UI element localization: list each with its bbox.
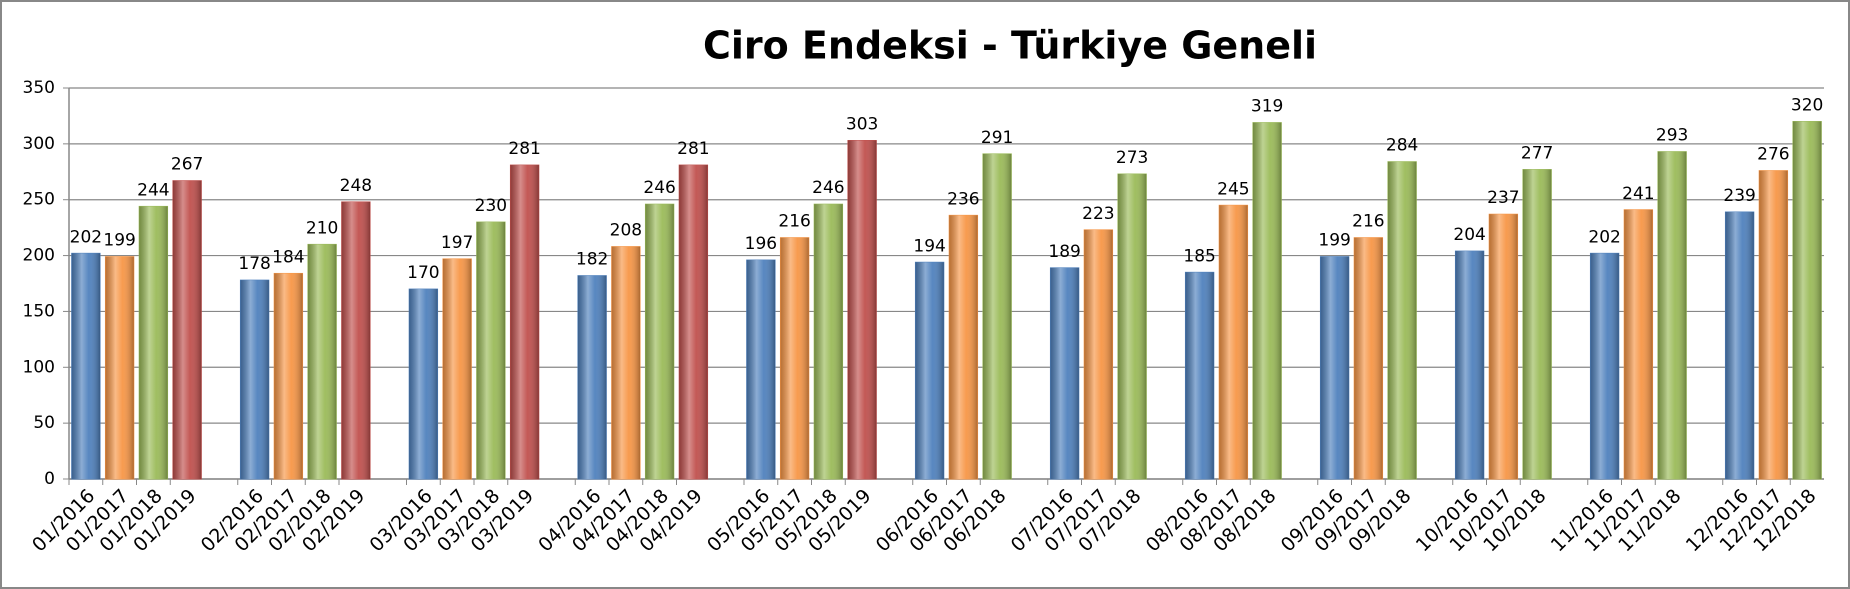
data-label: 237 xyxy=(1487,188,1519,208)
data-label: 246 xyxy=(643,178,675,198)
data-label: 291 xyxy=(981,128,1013,148)
bar-shine xyxy=(1117,174,1147,479)
data-label: 210 xyxy=(306,218,338,238)
bar-shine xyxy=(1320,256,1349,479)
bar-shine xyxy=(1624,209,1653,480)
data-label: 267 xyxy=(171,155,203,175)
data-label: 293 xyxy=(1656,126,1688,146)
y-tick-label: 300 xyxy=(23,134,55,154)
bar-shine xyxy=(476,222,506,480)
bar-shine xyxy=(1657,151,1687,480)
data-label: 202 xyxy=(70,227,102,247)
bar-shine xyxy=(1759,170,1788,479)
bar-shine xyxy=(611,246,641,479)
data-label: 248 xyxy=(340,176,372,196)
data-label: 245 xyxy=(1217,179,1249,199)
data-label: 241 xyxy=(1622,184,1654,204)
y-tick-label: 150 xyxy=(23,301,55,321)
bar-shine xyxy=(274,273,303,479)
data-label: 185 xyxy=(1183,246,1215,266)
data-label: 194 xyxy=(913,236,945,256)
bar-shine xyxy=(172,180,202,480)
bar-shine xyxy=(780,237,809,479)
data-label: 320 xyxy=(1791,96,1823,116)
y-tick-label: 350 xyxy=(23,78,55,98)
y-tick-label: 0 xyxy=(44,469,55,489)
data-label: 170 xyxy=(407,263,439,283)
data-label: 199 xyxy=(1318,231,1350,251)
data-label: 284 xyxy=(1386,136,1418,156)
data-label: 204 xyxy=(1453,225,1485,245)
data-label: 196 xyxy=(745,234,777,254)
bar-shine xyxy=(577,275,607,479)
data-label: 276 xyxy=(1757,145,1789,165)
y-tick-label: 50 xyxy=(33,413,55,433)
bar-shine xyxy=(1050,267,1079,479)
bar-shine xyxy=(915,262,944,479)
bar-shine xyxy=(71,253,101,479)
bar-shine xyxy=(409,289,438,479)
data-label: 216 xyxy=(1352,212,1384,232)
bar-shine xyxy=(1455,251,1484,479)
data-label: 197 xyxy=(441,233,473,253)
data-label: 319 xyxy=(1251,97,1283,117)
chart-title: Ciro Endeksi - Türkiye Geneli xyxy=(703,24,1317,68)
data-label: 184 xyxy=(272,247,304,267)
bar-shine xyxy=(645,204,674,479)
bar-shine xyxy=(1489,214,1518,480)
bar-shine xyxy=(139,206,168,479)
bar-shine xyxy=(105,256,134,479)
data-label: 281 xyxy=(508,139,540,159)
y-tick-label: 100 xyxy=(23,357,55,377)
data-label: 246 xyxy=(812,178,844,198)
data-label: 244 xyxy=(137,180,169,200)
bar-shine xyxy=(1084,229,1113,479)
bar-shine xyxy=(1792,121,1822,479)
data-label: 273 xyxy=(1116,148,1148,168)
bar-shine xyxy=(442,258,472,479)
bar-shine xyxy=(679,165,708,479)
data-label: 208 xyxy=(610,221,642,241)
bar-shine xyxy=(1185,272,1214,479)
data-label: 303 xyxy=(846,115,878,135)
data-label: 178 xyxy=(238,254,270,274)
bar-shine xyxy=(1354,237,1383,479)
bar-shine xyxy=(746,260,776,479)
data-label: 189 xyxy=(1048,242,1080,262)
y-tick-label: 250 xyxy=(23,190,55,210)
bar-shine xyxy=(341,201,371,479)
bar-shine xyxy=(982,153,1012,479)
data-label: 202 xyxy=(1588,227,1620,247)
data-label: 199 xyxy=(103,231,135,251)
bar-shine xyxy=(814,204,843,479)
data-label: 223 xyxy=(1082,204,1114,224)
bar-shine xyxy=(1725,212,1754,479)
bar-shine xyxy=(949,215,978,479)
bar-shine xyxy=(1590,253,1619,479)
y-tick-label: 200 xyxy=(23,246,55,266)
data-label: 277 xyxy=(1521,144,1553,164)
data-label: 216 xyxy=(778,212,810,232)
data-label: 182 xyxy=(576,250,608,270)
bar-shine xyxy=(1387,161,1417,479)
data-label: 230 xyxy=(475,196,507,216)
data-label: 236 xyxy=(947,189,979,209)
bar-shine xyxy=(510,165,539,479)
bar-shine xyxy=(307,244,337,479)
bar-shine xyxy=(847,140,877,479)
bar-shine xyxy=(1252,122,1282,479)
data-label: 239 xyxy=(1723,186,1755,206)
bar-shine xyxy=(240,280,269,479)
bar-shine xyxy=(1219,205,1248,480)
bar-shine xyxy=(1522,169,1552,479)
data-label: 281 xyxy=(677,139,709,159)
